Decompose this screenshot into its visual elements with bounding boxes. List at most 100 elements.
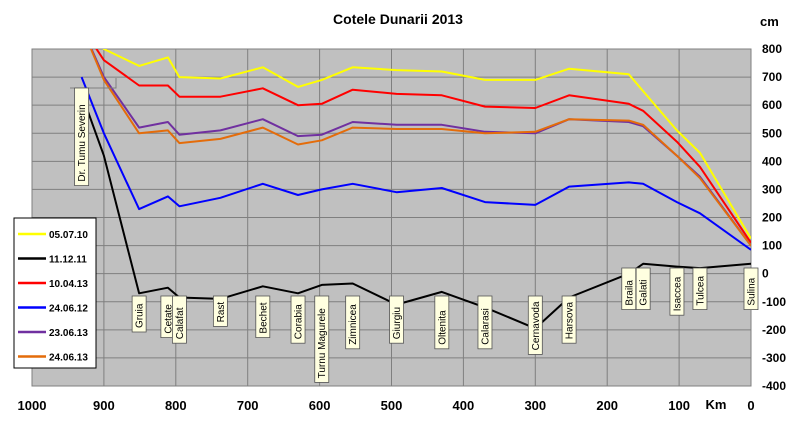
series-line-11.12.11	[80, 93, 751, 330]
y-tick-label: -200	[762, 323, 786, 337]
station-label-box	[692, 267, 708, 310]
station-label: Cernavoda	[527, 295, 543, 355]
station-label: Corabia	[290, 295, 306, 344]
station-name: Dr. Tumu Severin	[77, 104, 88, 181]
y-tick-label: -300	[762, 351, 786, 365]
y-tick-label: 400	[762, 154, 782, 168]
station-name: Turnu Magurele	[317, 308, 328, 379]
station-label-box	[389, 295, 404, 344]
station-label-box	[561, 295, 577, 344]
series-line-10.04.13	[95, 49, 751, 244]
x-tick-label: 1000	[18, 398, 47, 413]
y-tick-label: 200	[762, 211, 782, 225]
chart-title: Cotele Dunarii 2013	[333, 11, 463, 27]
station-name: Zimnicea	[348, 304, 359, 345]
y-axis-unit-label: cm	[760, 14, 779, 29]
station-label: Cetate	[160, 295, 176, 338]
station-labels: Dr. Tumu Severin Gruia Cetate Calafat Rast Be…	[70, 78, 759, 383]
y-tick-label: 0	[762, 267, 769, 281]
station-name: Cernavoda	[531, 301, 542, 350]
y-tick-label: 700	[762, 70, 782, 84]
station-name: Cetate	[163, 304, 174, 334]
station-name: Gruia	[135, 303, 146, 328]
y-tick-label: 500	[762, 126, 782, 140]
station-label-box	[74, 87, 90, 186]
legend-entry: 24.06.12	[49, 304, 88, 315]
y-tick-label: 800	[762, 42, 782, 56]
x-tick-label: 0	[747, 398, 754, 413]
station-label: Braila	[621, 267, 637, 310]
station-label-box	[527, 295, 543, 355]
station-label-box	[345, 295, 361, 350]
series-line-05.07.10	[102, 49, 751, 240]
station-label: Calafat	[171, 295, 187, 344]
y-axis: -400 -300 -200 -100 0 100 200 300 400 500 600 700 80…	[762, 42, 786, 393]
station-name: Sulina	[747, 277, 758, 305]
station-label: Dr. Tumu Severin	[74, 87, 90, 186]
station-name: Corabia	[294, 304, 305, 339]
legend-box	[13, 217, 97, 369]
station-name: Calarasi	[480, 308, 491, 345]
station-label: Tulcea	[692, 267, 708, 310]
legend-entry: 24.06.13	[49, 353, 88, 364]
station-label-box	[477, 295, 493, 350]
station-name: Giurgiu	[392, 307, 403, 339]
legend-entry: 23.06.13	[49, 328, 88, 339]
station-label: Rast	[212, 295, 228, 327]
station-label: Isaccea	[669, 267, 685, 316]
station-label-box	[171, 295, 187, 344]
station-label: Giurgiu	[389, 295, 404, 344]
y-tick-label: -100	[762, 295, 786, 309]
legend-entry: 11.12.11	[49, 255, 87, 266]
station-label: Galati	[635, 267, 651, 310]
station-label-box	[743, 267, 759, 310]
station-label-box	[314, 295, 330, 383]
station-label: Harsova	[561, 295, 577, 344]
station-name: Tulcea	[695, 276, 706, 306]
station-label: Oltenita	[434, 295, 450, 350]
station-label: Zimnicea	[345, 295, 361, 350]
station-name: Isaccea	[672, 276, 683, 311]
station-label: Sulina	[743, 267, 759, 310]
station-label: Calarasi	[477, 295, 493, 350]
y-tick-label: 300	[762, 182, 782, 196]
y-tick-label: -400	[762, 379, 786, 393]
station-label-box	[290, 295, 306, 344]
station-label-box	[212, 295, 228, 327]
x-axis: 1000 900 800 700 600 500 400 300 200 100 0Km	[18, 397, 755, 413]
x-tick-label: 700	[237, 398, 259, 413]
y-tick-label: 600	[762, 98, 782, 112]
series-line-24.06.12	[80, 76, 751, 251]
x-tick-label: 500	[381, 398, 403, 413]
x-tick-label: 100	[668, 398, 690, 413]
x-tick-label: 900	[93, 398, 115, 413]
series-layer	[80, 49, 751, 330]
station-name: Bechet	[258, 302, 269, 333]
station-label-box	[669, 267, 685, 316]
series-line-23.06.13	[90, 49, 751, 247]
x-tick-label: 300	[524, 398, 546, 413]
station-name: Harsova	[565, 302, 576, 340]
station-name: Galati	[639, 279, 650, 305]
station-label: Bechet	[255, 295, 271, 338]
station-name: Rast	[216, 302, 227, 323]
station-label-box	[131, 295, 147, 333]
y-tick-label: 100	[762, 239, 782, 253]
legend-entry: 05.07.10	[49, 230, 88, 241]
station-label-box	[635, 267, 651, 310]
x-tick-label: 200	[596, 398, 618, 413]
station-label: Gruia	[131, 295, 147, 333]
x-tick-label: 400	[453, 398, 475, 413]
station-label-box	[255, 295, 271, 338]
x-tick-label: 600	[309, 398, 331, 413]
station-name: Oltenita	[437, 310, 448, 345]
station-label-box	[434, 295, 450, 350]
station-name: Braila	[624, 280, 635, 306]
x-axis-unit-label: Km	[706, 397, 727, 412]
station-name: Calafat	[175, 307, 186, 339]
station-label: Turnu Magurele	[314, 295, 330, 383]
legend-entry: 10.04.13	[49, 279, 88, 290]
legend: 05.07.10 11.12.11 10.04.13 24.06.12 23.06.13…	[13, 217, 97, 369]
x-tick-label: 800	[165, 398, 187, 413]
